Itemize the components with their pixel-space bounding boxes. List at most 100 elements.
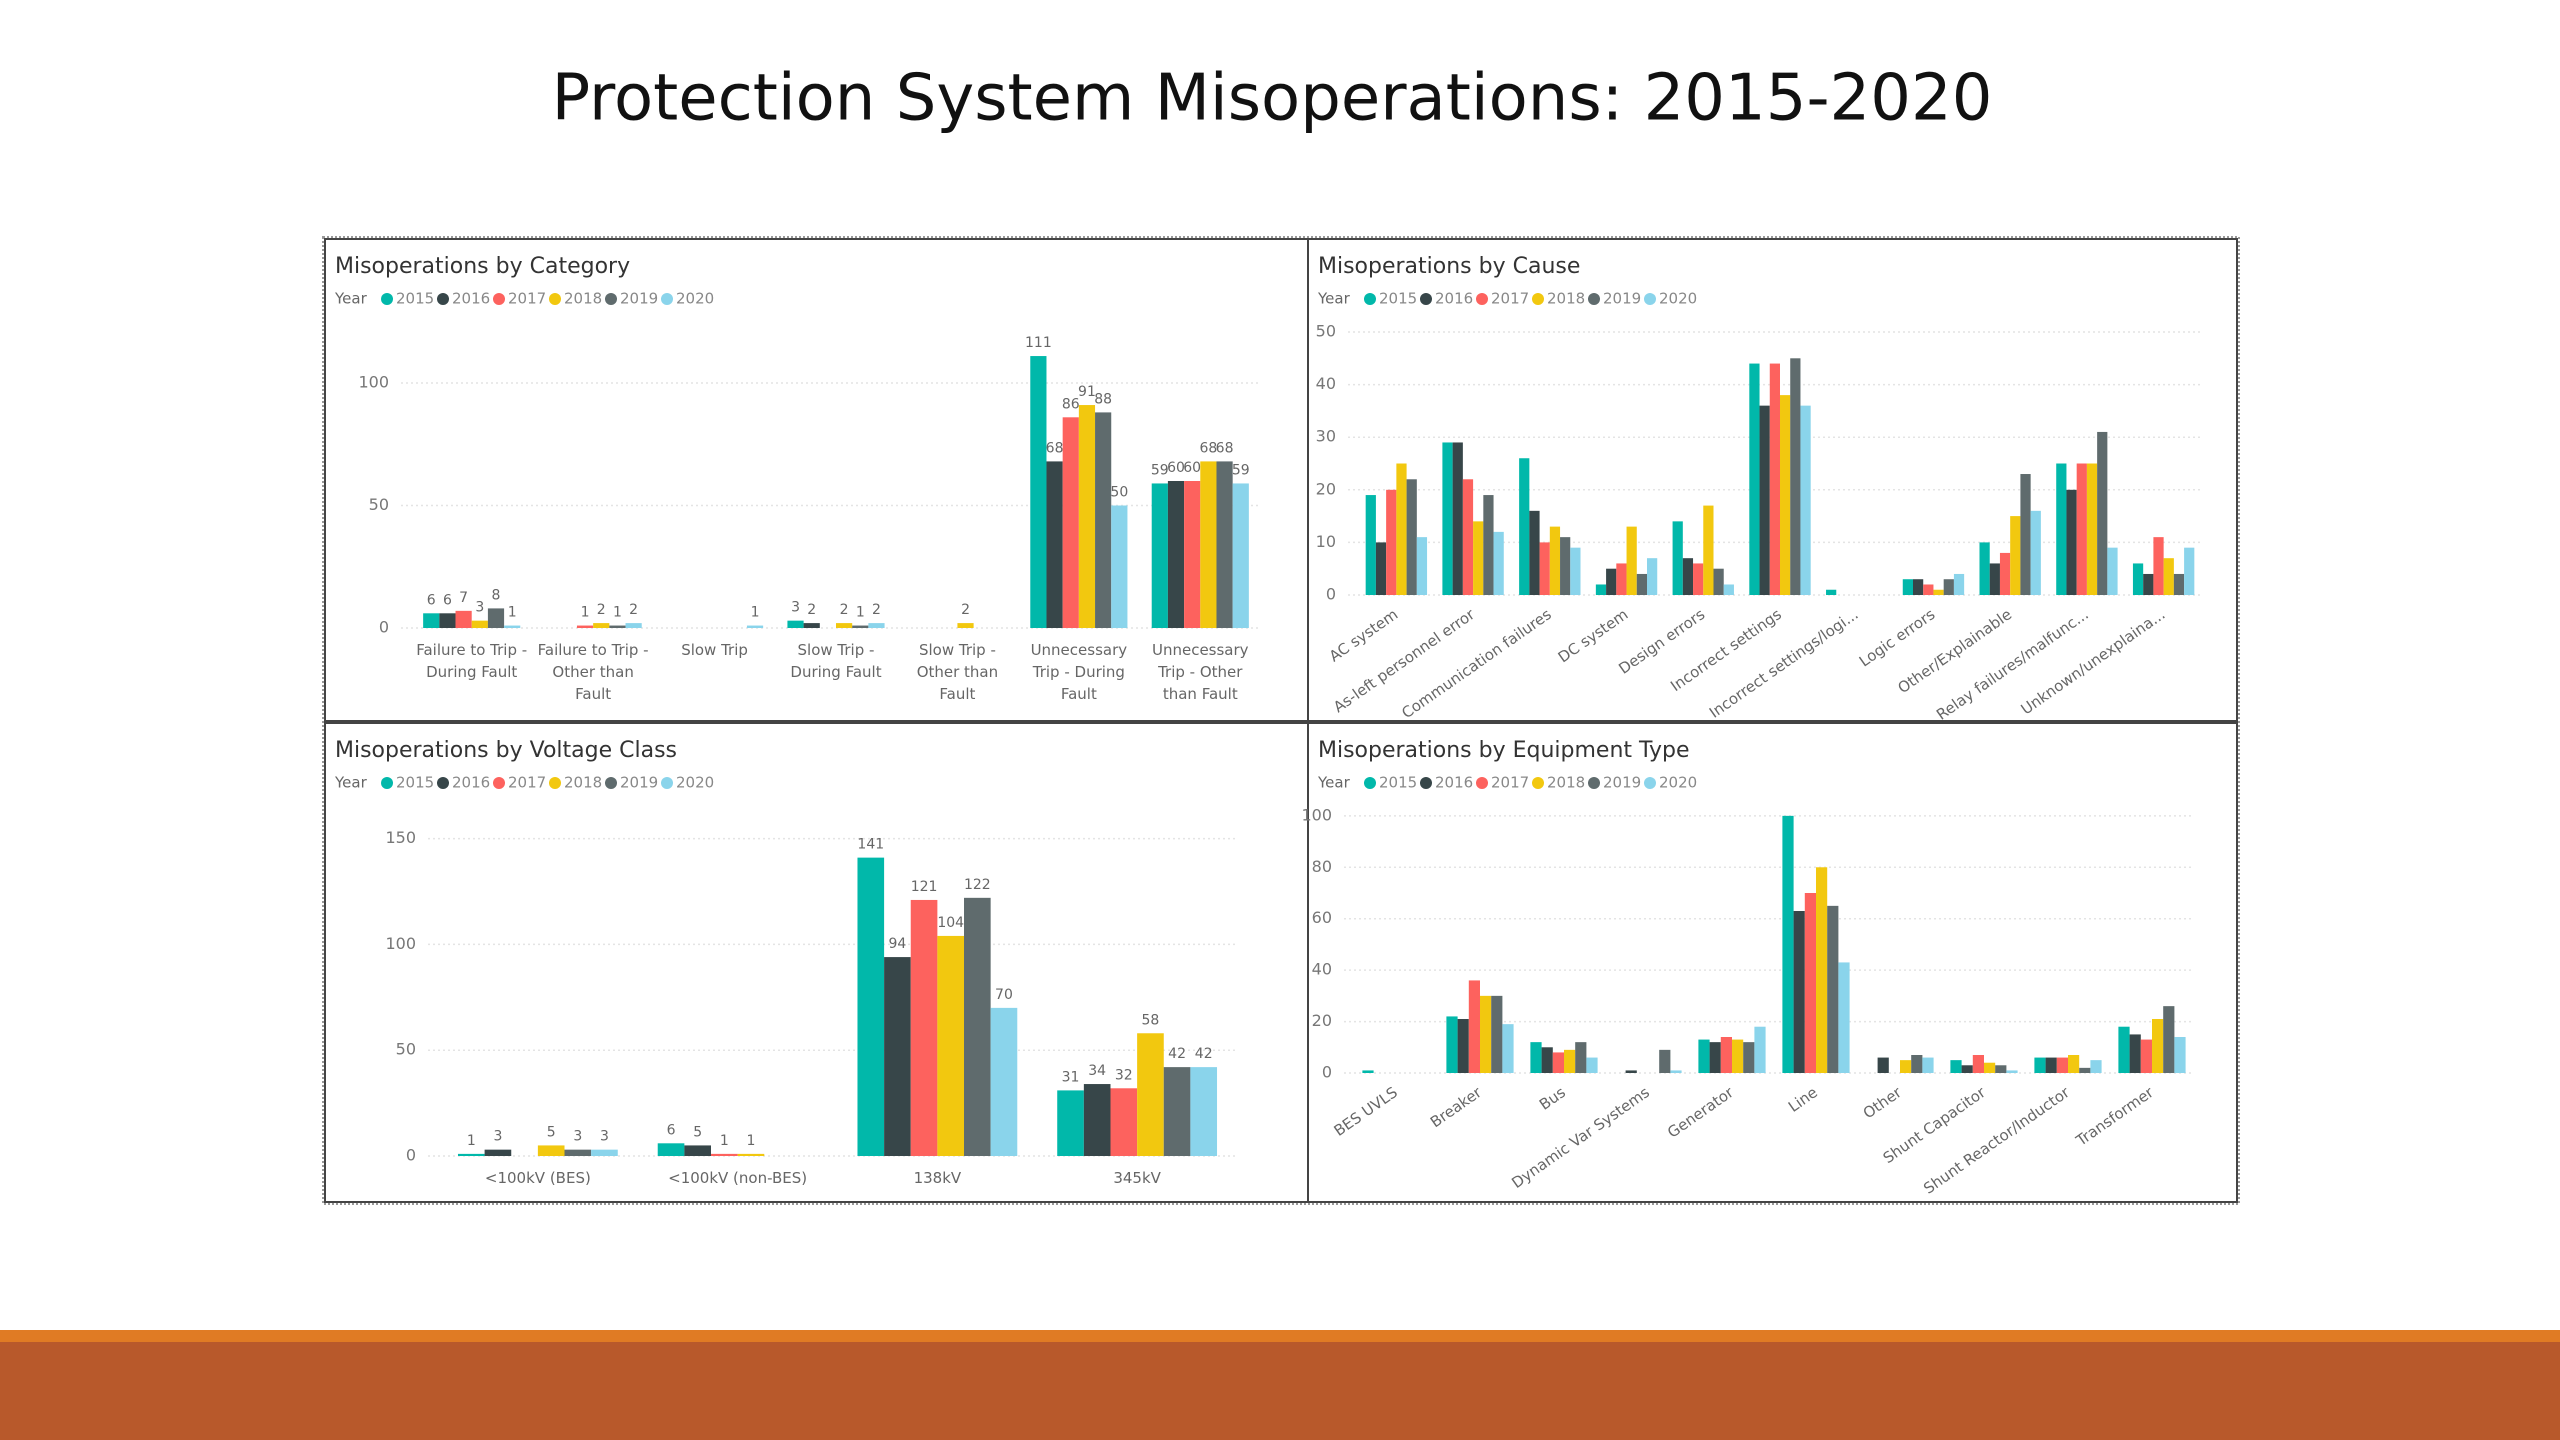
legend-swatch: [1364, 777, 1376, 789]
data-label: 68: [1046, 440, 1064, 456]
slide-title: Protection System Misoperations: 2015-20…: [552, 62, 1993, 136]
bar: [439, 613, 456, 628]
bar: [910, 899, 938, 1156]
legend-swatch: [1476, 777, 1488, 789]
data-label: 6: [667, 1122, 676, 1138]
legend-swatch: [1476, 293, 1488, 305]
bar: [1502, 1024, 1514, 1073]
bar: [1365, 495, 1376, 595]
bar: [1163, 1067, 1191, 1156]
bar: [1083, 1084, 1111, 1156]
dashboard-frame: [322, 236, 2240, 1205]
data-label: 1: [508, 605, 517, 621]
legend-swatch: [493, 293, 505, 305]
bar: [1442, 442, 1453, 595]
bar: [1693, 563, 1704, 595]
bar: [1713, 568, 1724, 595]
y-tick-label: 0: [406, 1146, 416, 1165]
data-label: 2: [840, 602, 849, 618]
bar: [1626, 526, 1637, 595]
bar: [2076, 463, 2087, 595]
bar: [1406, 479, 1417, 595]
bar: [1586, 1057, 1598, 1073]
bar: [564, 1149, 592, 1156]
x-tick-label-box: Slow Trip - During Fault: [790, 641, 881, 681]
bar: [2086, 463, 2098, 595]
bar: [1911, 1055, 1923, 1073]
legend-label: 2015: [396, 774, 434, 792]
bar: [2143, 573, 2154, 595]
y-tick-label: 20: [1312, 1011, 1332, 1030]
bar: [1396, 463, 1407, 595]
bar: [684, 1145, 711, 1156]
bar: [1493, 531, 1504, 595]
y-tick-label: 0: [1322, 1063, 1332, 1082]
data-label: 1: [467, 1133, 476, 1149]
legend-label: 2015: [1379, 290, 1417, 308]
bar: [2153, 537, 2164, 595]
legend-label: 2019: [1603, 290, 1641, 308]
chart-title: Misoperations by Category: [335, 254, 630, 279]
legend-swatch: [1364, 293, 1376, 305]
data-label: 104: [937, 915, 964, 931]
bar: [1473, 521, 1484, 595]
bar: [576, 625, 594, 628]
bar: [1483, 495, 1494, 595]
bar: [1923, 584, 1934, 595]
bar: [1200, 461, 1217, 628]
bar: [1539, 542, 1550, 595]
bar: [1933, 589, 1944, 595]
bar: [1636, 573, 1648, 595]
data-label: 68: [1199, 440, 1217, 456]
bar: [1480, 995, 1492, 1073]
bar: [1468, 980, 1480, 1073]
legend-title: Year: [334, 290, 368, 308]
x-tick-label-box: Failure to Trip - During Fault: [416, 641, 527, 681]
bar: [1560, 537, 1571, 595]
footer-band: [0, 1342, 2560, 1440]
data-label: 91: [1078, 384, 1096, 400]
bar: [1184, 481, 1201, 628]
data-label: 1: [746, 1133, 755, 1149]
y-tick-label: 80: [1312, 857, 1332, 876]
y-tick-label: 0: [1326, 585, 1336, 604]
bar: [1953, 573, 1965, 595]
data-label: 32: [1115, 1067, 1133, 1083]
bar: [1754, 1026, 1766, 1073]
data-label: 60: [1167, 460, 1185, 476]
bar: [857, 857, 885, 1156]
bar: [2140, 1039, 2152, 1073]
bar: [1232, 483, 1249, 628]
legend-label: 2018: [564, 290, 602, 308]
legend-swatch: [605, 777, 617, 789]
y-tick-label: 100: [1301, 805, 1332, 824]
data-label: 2: [961, 602, 970, 618]
bar: [609, 625, 626, 628]
y-tick-label: 60: [1312, 908, 1332, 927]
data-label: 3: [573, 1129, 582, 1145]
legend-title: Year: [334, 774, 368, 792]
legend-swatch: [549, 777, 561, 789]
data-label: 111: [1025, 335, 1052, 351]
bar: [1078, 405, 1096, 628]
x-tick-label-box: <100kV (non-BES): [668, 1169, 807, 1187]
legend-swatch: [661, 293, 673, 305]
legend-swatch: [605, 293, 617, 305]
data-label: 5: [547, 1124, 556, 1140]
legend-label: 2016: [452, 774, 490, 792]
bar: [1827, 905, 1839, 1073]
bar: [1732, 1039, 1744, 1073]
legend-label: 2016: [1435, 290, 1473, 308]
y-tick-label: 40: [1316, 374, 1336, 393]
bar: [1519, 458, 1530, 595]
data-label: 1: [720, 1133, 729, 1149]
data-label: 1: [751, 605, 760, 621]
legend-label: 2017: [508, 290, 546, 308]
bar: [2129, 1034, 2141, 1073]
data-label: 122: [964, 877, 991, 893]
data-label: 1: [581, 605, 590, 621]
bar: [2030, 510, 2041, 595]
bar: [1902, 579, 1913, 595]
bar: [964, 897, 991, 1156]
bar: [1564, 1049, 1576, 1073]
